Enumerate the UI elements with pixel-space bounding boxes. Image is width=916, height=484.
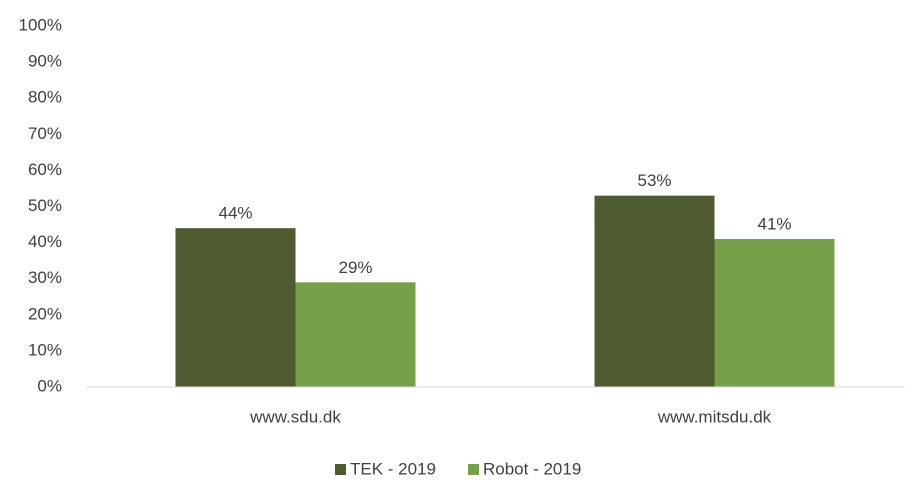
x-tick-label: www.sdu.dk <box>249 407 341 426</box>
y-tick-label: 100% <box>19 15 62 34</box>
data-label: 29% <box>338 258 372 277</box>
legend-label: Robot - 2019 <box>483 459 581 478</box>
y-tick-label: 0% <box>37 376 62 395</box>
y-tick-label: 10% <box>28 340 62 359</box>
y-tick-label: 50% <box>28 196 62 215</box>
bar <box>714 238 835 387</box>
x-tick-label: www.mitsdu.dk <box>657 407 772 426</box>
y-tick-label: 60% <box>28 160 62 179</box>
bar <box>295 282 416 387</box>
y-tick-label: 80% <box>28 88 62 107</box>
y-tick-label: 30% <box>28 268 62 287</box>
y-tick-label: 90% <box>28 52 62 71</box>
y-tick-label: 70% <box>28 124 62 143</box>
y-tick-label: 20% <box>28 304 62 323</box>
data-label: 44% <box>218 204 252 223</box>
y-tick-label: 40% <box>28 232 62 251</box>
data-label: 53% <box>637 171 671 190</box>
legend-label: TEK - 2019 <box>350 459 436 478</box>
data-label: 41% <box>757 214 791 233</box>
legend-swatch <box>468 464 479 475</box>
legend-swatch <box>335 464 346 475</box>
bar <box>594 195 715 387</box>
bar <box>175 228 296 387</box>
